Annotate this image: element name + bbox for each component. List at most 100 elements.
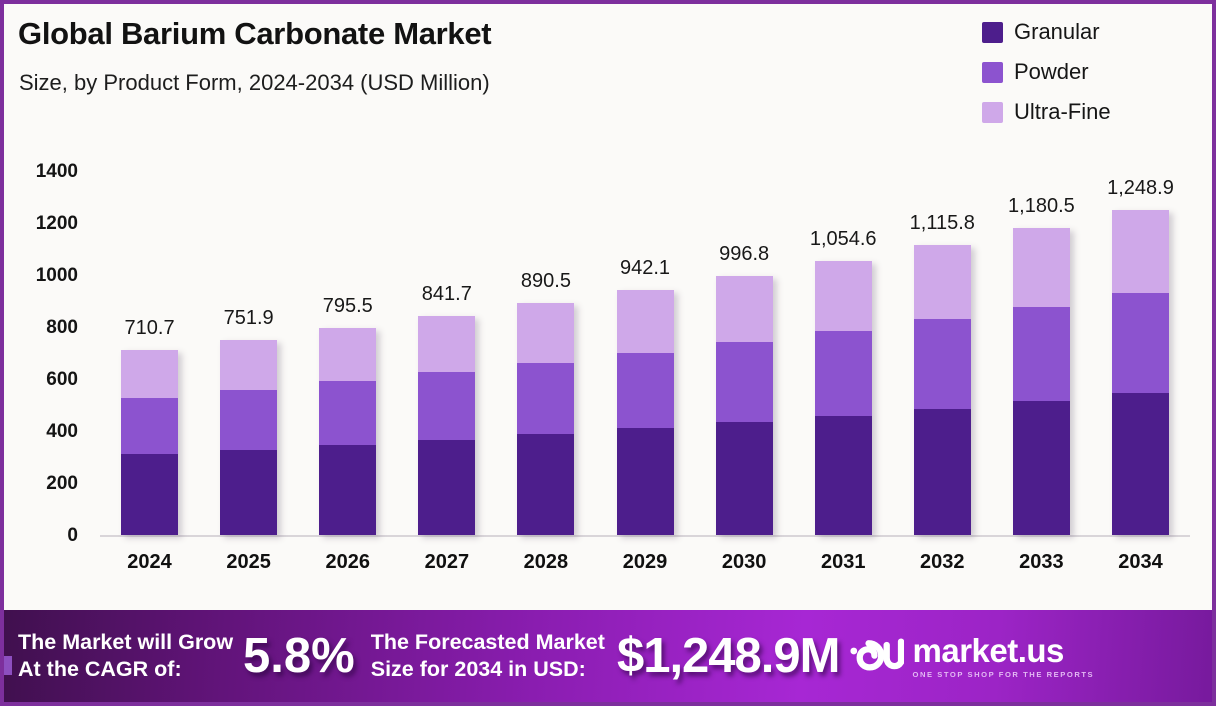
- brand-tagline: ONE STOP SHOP FOR THE REPORTS: [912, 669, 1095, 679]
- forecast-label-line1: The Forecasted Market: [370, 630, 605, 655]
- bar-segment-granular: [1111, 393, 1169, 535]
- stacked-bar-2033: [1012, 228, 1070, 535]
- y-axis-tick: 600: [46, 369, 78, 390]
- y-axis-tick: 1000: [35, 265, 78, 286]
- stacked-bar-2032: [913, 244, 971, 535]
- bar-segment-powder: [1012, 306, 1070, 402]
- legend-item-granular: Granular: [982, 12, 1111, 52]
- cagr-label: The Market will Grow At the CAGR of:: [18, 629, 233, 683]
- legend-swatch-icon: [982, 21, 1003, 43]
- bar-segment-powder: [913, 319, 971, 409]
- legend-label: Powder: [1014, 59, 1089, 84]
- y-axis-tick: 0: [67, 525, 78, 546]
- bar-total-label: 942.1: [619, 257, 671, 280]
- banner-left-accent: [4, 656, 12, 675]
- bar-column-2029: 942.1 2029: [595, 173, 694, 573]
- stacked-bar-2026: [319, 328, 377, 535]
- x-axis-label-2030: 2030: [721, 551, 767, 573]
- x-axis-label-2027: 2027: [424, 551, 470, 573]
- legend-swatch-icon: [982, 101, 1003, 123]
- bar-segment-powder: [121, 397, 179, 455]
- y-axis-tick: 200: [46, 473, 78, 494]
- chart-legend: Granular Powder Ultra-Fine: [982, 12, 1111, 132]
- x-axis-label-2029: 2029: [622, 551, 668, 573]
- bar-segment-powder: [1111, 293, 1169, 394]
- legend-label: Granular: [1014, 19, 1100, 44]
- market-us-logo-icon: [849, 638, 904, 671]
- bar-column-2030: 996.8 2030: [695, 173, 794, 573]
- y-axis-tick: 1400: [35, 161, 78, 182]
- bar-total-label: 1,115.8: [909, 211, 975, 234]
- bar-segment-ultra-fine: [616, 290, 674, 353]
- legend-item-ultra-fine: Ultra-Fine: [982, 92, 1111, 132]
- bar-total-label: 996.8: [719, 242, 770, 265]
- bar-segment-granular: [121, 454, 179, 535]
- bar-column-2025: 751.9 2025: [199, 173, 298, 573]
- bar-column-2032: 1,115.8 2032: [893, 173, 992, 573]
- stacked-bar-2025: [220, 339, 278, 535]
- stacked-bar-2027: [418, 316, 476, 535]
- bar-segment-powder: [319, 381, 377, 445]
- bar-column-2024: 710.7 2024: [100, 173, 199, 573]
- bar-segment-granular: [913, 408, 971, 535]
- x-axis-label-2026: 2026: [325, 551, 370, 573]
- footer-banner: The Market will Grow At the CAGR of: 5.8…: [4, 610, 1212, 702]
- brand-logo: market.us ONE STOP SHOP FOR THE REPORTS: [849, 634, 1095, 679]
- bar-segment-granular: [814, 415, 872, 535]
- bar-segment-granular: [418, 439, 476, 535]
- stacked-bar-2030: [715, 275, 773, 535]
- bar-segment-ultra-fine: [715, 275, 773, 343]
- bar-total-label: 1,180.5: [1008, 195, 1075, 218]
- bar-segment-granular: [220, 449, 278, 535]
- bar-total-label: 890.5: [520, 270, 571, 293]
- bar-segment-granular: [715, 422, 773, 535]
- bar-series-container: 710.7 2024 751.9 2025 795.5 2026 841.7 2027 890.…: [100, 173, 1190, 573]
- bar-column-2026: 795.5 2026: [298, 173, 397, 573]
- stacked-bar-2034: [1111, 210, 1169, 535]
- bar-segment-powder: [220, 389, 278, 450]
- brand-text: market.us ONE STOP SHOP FOR THE REPORTS: [913, 634, 1095, 679]
- bar-segment-ultra-fine: [1012, 228, 1070, 307]
- cagr-label-line2: At the CAGR of:: [18, 657, 182, 681]
- stacked-bar-2028: [517, 303, 575, 535]
- page-subtitle: Size, by Product Form, 2024-2034 (USD Mi…: [19, 70, 490, 95]
- bar-segment-ultra-fine: [418, 316, 476, 373]
- bar-total-label: 1,054.6: [809, 227, 877, 250]
- x-axis-label-2024: 2024: [127, 551, 172, 573]
- bar-total-label: 710.7: [124, 317, 175, 340]
- page-title: Global Barium Carbonate Market: [18, 16, 492, 51]
- x-axis-label-2031: 2031: [820, 551, 866, 573]
- stacked-bar-2031: [814, 260, 872, 535]
- x-axis-label-2033: 2033: [1019, 551, 1064, 573]
- chart-plot-area: 0 200 400 600 800 1000 1200 1400 710.7 2024 751.9…: [36, 161, 1190, 573]
- cagr-label-line1: The Market will Grow: [18, 630, 234, 655]
- bar-total-label: 1,248.9: [1107, 177, 1174, 200]
- bar-column-2028: 890.5 2028: [496, 173, 595, 573]
- bar-column-2034: 1,248.9 2034: [1091, 173, 1190, 573]
- y-axis: 0 200 400 600 800 1000 1200 1400: [8, 161, 78, 546]
- bar-total-label: 795.5: [322, 295, 373, 318]
- bar-column-2027: 841.7 2027: [397, 173, 496, 573]
- bar-segment-powder: [715, 342, 773, 422]
- forecast-label-line2: Size for 2034 in USD:: [370, 657, 586, 681]
- bar-segment-granular: [517, 434, 575, 535]
- x-axis-label-2025: 2025: [226, 551, 271, 573]
- bar-segment-ultra-fine: [220, 339, 278, 390]
- bar-total-label: 751.9: [223, 306, 274, 329]
- bar-segment-powder: [517, 362, 575, 434]
- x-axis-label-2032: 2032: [920, 551, 965, 573]
- stacked-bar-2029: [616, 290, 674, 535]
- bar-segment-ultra-fine: [1111, 210, 1169, 294]
- y-axis-tick: 400: [46, 421, 78, 442]
- bar-total-label: 841.7: [421, 283, 472, 306]
- bar-segment-powder: [616, 352, 674, 429]
- x-axis-label-2034: 2034: [1118, 551, 1163, 573]
- bar-segment-ultra-fine: [319, 328, 377, 382]
- bar-segment-ultra-fine: [814, 260, 872, 332]
- bar-column-2033: 1,180.5 2033: [992, 173, 1091, 573]
- bar-segment-powder: [814, 331, 872, 416]
- y-axis-tick: 1200: [35, 213, 78, 234]
- bar-segment-granular: [616, 428, 674, 535]
- brand-name: market.us: [912, 631, 1065, 669]
